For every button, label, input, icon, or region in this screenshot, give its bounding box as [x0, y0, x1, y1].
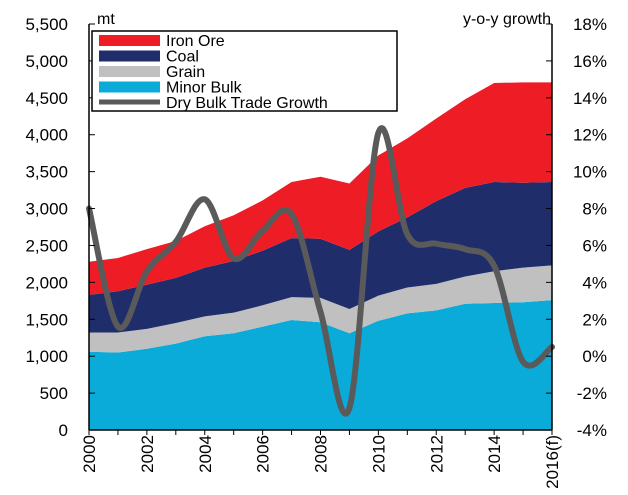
legend-item-coal: Coal [99, 49, 199, 66]
legend-label: Minor Bulk [166, 80, 243, 97]
right-tick-label: 16% [573, 52, 607, 71]
legend-item-grain: Grain [99, 64, 205, 81]
area-iron-ore [89, 82, 552, 295]
x-tick-label: 2006 [254, 435, 273, 473]
right-tick-label: 6% [582, 236, 607, 255]
left-tick-label: 5,000 [25, 52, 68, 71]
legend-item-dry-bulk-trade-growth: Dry Bulk Trade Growth [99, 95, 328, 112]
left-tick-label: 5,500 [25, 15, 68, 34]
legend-item-minor-bulk: Minor Bulk [99, 80, 243, 97]
left-tick-label: 500 [40, 384, 68, 403]
left-tick-label: 3,000 [25, 200, 68, 219]
right-axis-unit: y-o-y growth [463, 11, 551, 28]
x-tick-label: 2000 [80, 435, 99, 473]
growth-line-layer [86, 125, 555, 417]
left-tick-label: 1,000 [25, 347, 68, 366]
x-tick-label: 2012 [427, 435, 446, 473]
area-coal [89, 181, 552, 333]
x-tick-label: 2004 [196, 435, 215, 473]
right-tick-label: 10% [573, 163, 607, 182]
stacked-areas [89, 82, 552, 430]
legend-label: Grain [166, 64, 205, 81]
x-tick-label: 2002 [138, 435, 157, 473]
x-tick-label: 2014 [485, 435, 504, 473]
right-tick-label: 18% [573, 15, 607, 34]
right-tick-label: 12% [573, 126, 607, 145]
x-tick-label: 2010 [369, 435, 388, 473]
x-tick-label: 2008 [312, 435, 331, 473]
legend-swatch [99, 35, 160, 46]
right-tick-label: -4% [577, 421, 607, 440]
left-tick-label: 3,500 [25, 163, 68, 182]
legend-swatch [99, 66, 160, 77]
right-tick-label: -2% [577, 384, 607, 403]
x-tick-label: 2016(f) [543, 435, 562, 489]
left-tick-label: 0 [59, 421, 68, 440]
left-tick-label: 1,500 [25, 310, 68, 329]
legend-label: Dry Bulk Trade Growth [166, 95, 328, 112]
right-tick-label: 0% [582, 347, 607, 366]
axes: 0 500 1,000 1,500 2,000 2,500 3,000 3,500 4,000 4… [25, 15, 607, 489]
right-tick-label: 4% [582, 273, 607, 292]
legend-label: Coal [166, 49, 199, 66]
right-tick-label: 8% [582, 200, 607, 219]
legend-swatch [99, 81, 160, 93]
right-tick-label: 14% [573, 89, 607, 108]
legend-item-iron-ore: Iron Ore [99, 33, 225, 50]
left-tick-label: 2,000 [25, 273, 68, 292]
area-minor-bulk [89, 300, 552, 430]
line-dry-bulk-trade-growth [86, 125, 555, 417]
right-tick-label: 2% [582, 310, 607, 329]
legend-label: Iron Ore [166, 33, 225, 50]
legend-swatch [99, 50, 160, 62]
left-tick-label: 4,000 [25, 126, 68, 145]
left-tick-label: 2,500 [25, 236, 68, 255]
left-tick-label: 4,500 [25, 89, 68, 108]
left-axis-unit: mt [97, 11, 115, 28]
